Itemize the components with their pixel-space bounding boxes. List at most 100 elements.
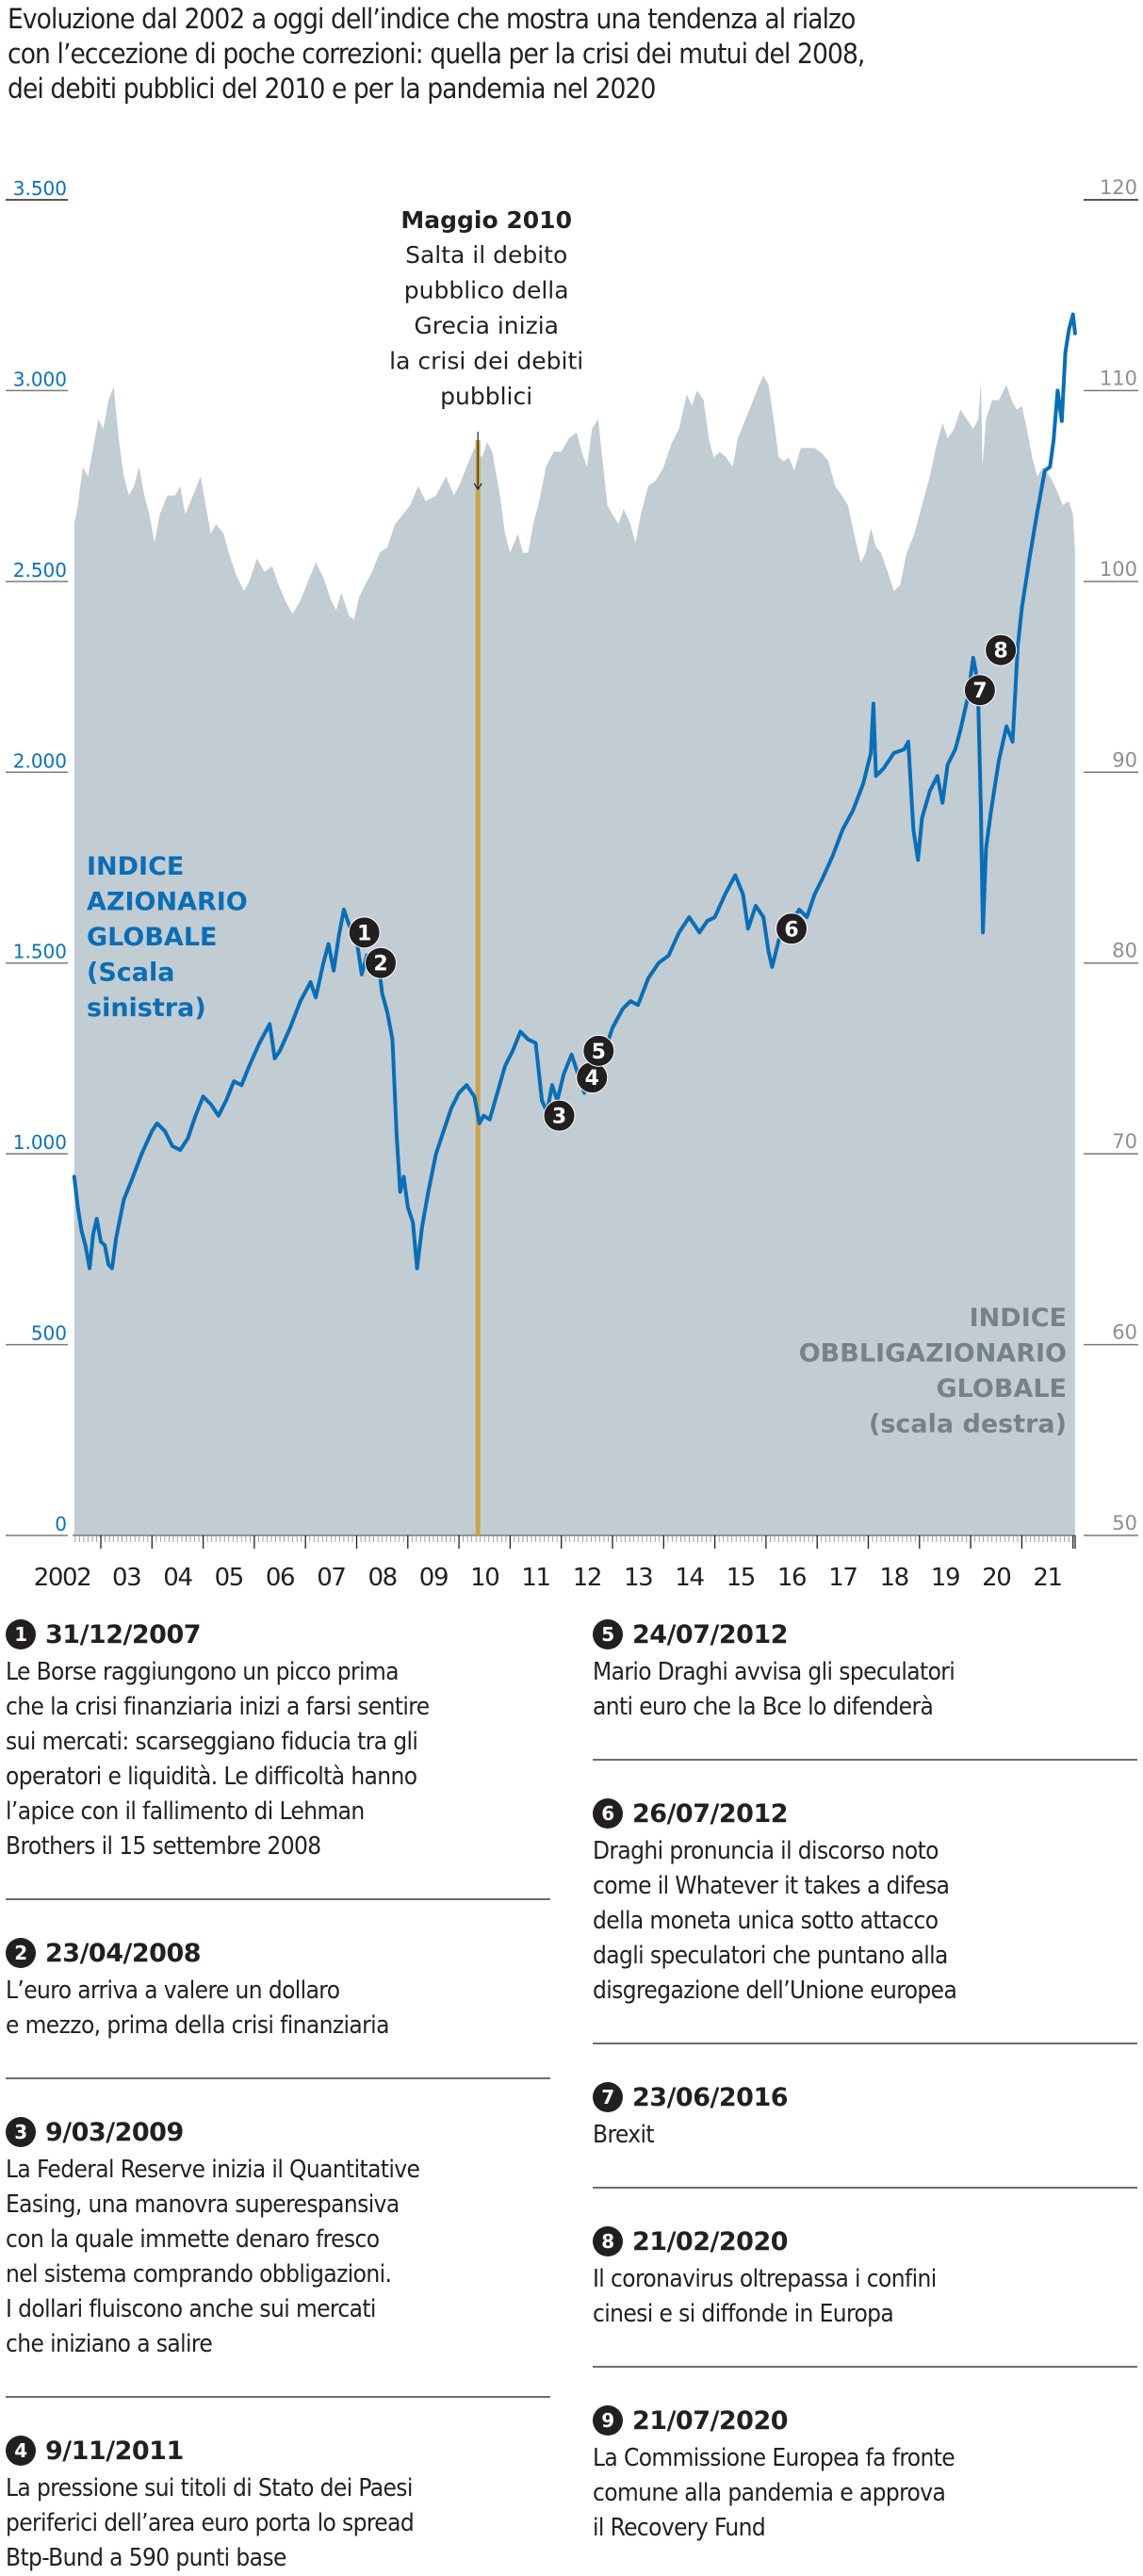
x-axis-year-label: 09 bbox=[419, 1564, 448, 1592]
bond-area-layer bbox=[73, 375, 1075, 1536]
event-description-line: Il coronavirus oltrepassa i confini bbox=[593, 2265, 937, 2293]
event-note-heading: 3 9/03/2009 bbox=[6, 2111, 550, 2153]
event-description-line: Brexit bbox=[593, 2121, 655, 2149]
bond-index-area bbox=[73, 375, 1075, 1536]
event-marker-4: 4 bbox=[576, 1061, 609, 1094]
x-axis-year-label: 13 bbox=[624, 1564, 652, 1592]
event-description-line: periferici dell’area euro porta lo sprea… bbox=[6, 2509, 415, 2537]
event-note-6: 6 26/07/2012 Draghi pronuncia il discorso … bbox=[593, 1793, 1137, 2009]
x-axis-year-label: 06 bbox=[266, 1564, 294, 1592]
left-axis-tick-label: 3.000 bbox=[13, 368, 67, 390]
x-axis-year-label: 20 bbox=[982, 1564, 1010, 1592]
note-divider bbox=[6, 1898, 550, 1900]
event-description-line: sui mercati: scarseggiano fiducia tra gl… bbox=[6, 1728, 418, 1756]
note-divider bbox=[593, 1759, 1137, 1761]
event-date: 9/03/2009 bbox=[45, 2117, 184, 2147]
x-axis-year-label: 2002 bbox=[34, 1564, 91, 1592]
left-axis-tick-label: 2.500 bbox=[13, 559, 67, 582]
event-description-line: cinesi e si diffonde in Europa bbox=[593, 2300, 894, 2328]
event-description-line: Le Borse raggiungono un picco prima bbox=[6, 1658, 399, 1686]
event-date: 21/02/2020 bbox=[632, 2226, 789, 2256]
event-description-line: come il Whatever it takes a difesa bbox=[593, 1872, 950, 1900]
event-note-8: 8 21/02/2020 Il coronavirus oltrepassa i c… bbox=[593, 2221, 1137, 2332]
event-note-2: 2 23/04/2008 L’euro arriva a valere un dol… bbox=[6, 1932, 550, 2043]
marker-circle bbox=[963, 674, 996, 707]
x-axis-year-label: 19 bbox=[931, 1564, 959, 1592]
marker-number: 2 bbox=[373, 953, 387, 976]
marker-number: 1 bbox=[357, 922, 371, 945]
equity-line-layer bbox=[72, 312, 1077, 1271]
event-description-line: La Commissione Europea fa fronte bbox=[593, 2444, 955, 2472]
number-badge-icon: 6 bbox=[593, 1798, 623, 1829]
x-axis-year-label: 21 bbox=[1033, 1564, 1061, 1592]
equity-series-label-line: GLOBALE bbox=[87, 923, 217, 952]
event-date: 31/12/2007 bbox=[45, 1619, 202, 1649]
right-axis-tick-label: 100 bbox=[1100, 558, 1137, 581]
number-badge-icon: 2 bbox=[6, 1938, 36, 1968]
event-description-line: dagli speculatori che puntano alla bbox=[593, 1942, 948, 1970]
event-description: Draghi pronuncia il discorso noto come il… bbox=[593, 1834, 1137, 2009]
event-note-9: 9 21/07/2020 La Commissione Europea fa fro… bbox=[593, 2400, 1137, 2546]
bond-series-label-line: GLOBALE bbox=[937, 1374, 1067, 1403]
annotation-text-line: la crisi dei debiti bbox=[389, 348, 583, 375]
event-description: Brexit bbox=[593, 2118, 1137, 2153]
right-axis-tick-label: 60 bbox=[1112, 1321, 1137, 1344]
event-description-line: l’apice con il fallimento di Lehman bbox=[6, 1797, 365, 1826]
note-divider bbox=[6, 2396, 550, 2398]
x-axis-year-label: 05 bbox=[215, 1564, 243, 1592]
x-axis-year-label: 03 bbox=[112, 1564, 140, 1592]
event-description-line: disgregazione dell’Unione europea bbox=[593, 1977, 957, 2005]
marker-number: 4 bbox=[585, 1067, 599, 1091]
equity-series-label-line: AZIONARIO bbox=[87, 888, 248, 917]
notes-column-right: 5 24/07/2012 Mario Draghi avvisa gli specu… bbox=[593, 1614, 1137, 2546]
marker-number: 3 bbox=[552, 1106, 566, 1129]
event-date: 24/07/2012 bbox=[632, 1619, 789, 1649]
event-description-line: Btp-Bund a 590 punti base bbox=[6, 2544, 286, 2572]
bond-series-label-line: INDICE bbox=[970, 1304, 1067, 1333]
event-note-4: 4 9/11/2011 La pressione sui titoli di Sta… bbox=[6, 2430, 550, 2576]
x-axis-year-label: 08 bbox=[368, 1564, 397, 1592]
left-axis-tick-label: 500 bbox=[31, 1322, 67, 1345]
note-divider bbox=[593, 2187, 1137, 2189]
event-marker-7: 7 bbox=[963, 674, 996, 707]
event-marker-8: 8 bbox=[985, 633, 1018, 666]
event-description-line: che la crisi finanziaria inizi a farsi s… bbox=[6, 1693, 430, 1721]
right-axis-tick-label: 120 bbox=[1100, 176, 1137, 199]
event-marker-3: 3 bbox=[543, 1099, 576, 1132]
event-description-line: operatori e liquidità. Le difficoltà han… bbox=[6, 1763, 417, 1791]
event-description-line: Mario Draghi avvisa gli speculatori bbox=[593, 1658, 955, 1686]
event-description-line: della moneta unica sotto attacco bbox=[593, 1907, 939, 1935]
right-axis-tick-label: 110 bbox=[1100, 367, 1137, 389]
number-badge-icon: 7 bbox=[593, 2082, 623, 2112]
x-axis-year-label: 18 bbox=[880, 1564, 908, 1592]
event-note-1: 1 31/12/2007 Le Borse raggiungono un picco… bbox=[6, 1614, 550, 1864]
event-note-heading: 5 24/07/2012 bbox=[593, 1614, 1137, 1655]
event-note-heading: 6 26/07/2012 bbox=[593, 1793, 1137, 1834]
event-date: 23/04/2008 bbox=[45, 1938, 202, 1968]
event-description-line: il Recovery Fund bbox=[593, 2514, 766, 2542]
event-note-7: 7 23/06/2016 Brexit bbox=[593, 2076, 1137, 2153]
dual-axis-chart: 05001.0001.5002.0002.5003.0003.500506070… bbox=[6, 176, 1138, 1592]
marker-number: 6 bbox=[784, 918, 798, 942]
x-axis-year-label: 11 bbox=[521, 1564, 549, 1592]
event-note-heading: 8 21/02/2020 bbox=[593, 2221, 1137, 2262]
x-axis-year-label: 17 bbox=[828, 1564, 857, 1592]
event-note-heading: 9 21/07/2020 bbox=[593, 2400, 1137, 2441]
event-description: La Commissione Europea fa fronte comune a… bbox=[593, 2441, 1137, 2546]
marker-circle bbox=[985, 633, 1018, 666]
x-axis-year-label: 15 bbox=[727, 1564, 755, 1592]
event-description-line: comune alla pandemia e approva bbox=[593, 2479, 946, 2507]
right-axis-tick-label: 90 bbox=[1112, 748, 1137, 771]
number-badge-icon: 4 bbox=[6, 2436, 36, 2466]
marker-circle bbox=[582, 1034, 615, 1067]
event-date: 21/07/2020 bbox=[632, 2405, 789, 2436]
right-axis-tick-label: 70 bbox=[1112, 1130, 1137, 1153]
marker-circle bbox=[365, 946, 398, 979]
left-axis-tick-label: 1.500 bbox=[13, 941, 67, 963]
x-axis-year-label: 07 bbox=[317, 1564, 345, 1592]
event-description-line: Easing, una manovra superespansiva bbox=[6, 2190, 400, 2219]
equity-series-label-line: INDICE bbox=[87, 852, 184, 881]
event-description-line: che iniziano a salire bbox=[6, 2330, 213, 2358]
number-badge-icon: 8 bbox=[593, 2226, 623, 2256]
